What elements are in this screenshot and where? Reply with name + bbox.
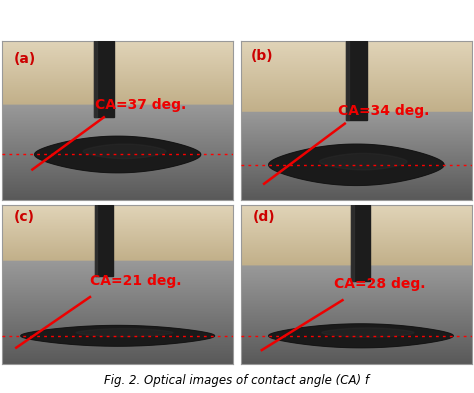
Polygon shape	[319, 153, 407, 170]
Bar	[346, 41, 367, 120]
Bar	[95, 205, 97, 276]
Polygon shape	[76, 329, 173, 337]
Bar	[95, 205, 113, 276]
Text: CA=21 deg.: CA=21 deg.	[91, 274, 182, 288]
Polygon shape	[21, 325, 215, 346]
Text: (c): (c)	[14, 210, 35, 224]
Text: (d): (d)	[253, 210, 275, 224]
Polygon shape	[83, 144, 166, 159]
Bar	[94, 41, 114, 117]
Bar	[352, 205, 370, 281]
Bar	[352, 205, 355, 281]
Text: Fig. 2. Optical images of contact angle (CA) f: Fig. 2. Optical images of contact angle …	[104, 374, 370, 387]
Text: CA=28 deg.: CA=28 deg.	[334, 277, 425, 291]
Text: (a): (a)	[14, 52, 36, 66]
Text: CA=34 deg.: CA=34 deg.	[338, 104, 430, 118]
Bar	[346, 41, 349, 120]
Polygon shape	[269, 144, 444, 185]
Polygon shape	[322, 328, 414, 338]
Polygon shape	[269, 324, 453, 348]
Text: (b): (b)	[250, 49, 273, 63]
Polygon shape	[35, 136, 201, 173]
Text: CA=37 deg.: CA=37 deg.	[95, 97, 186, 112]
Bar	[94, 41, 97, 117]
